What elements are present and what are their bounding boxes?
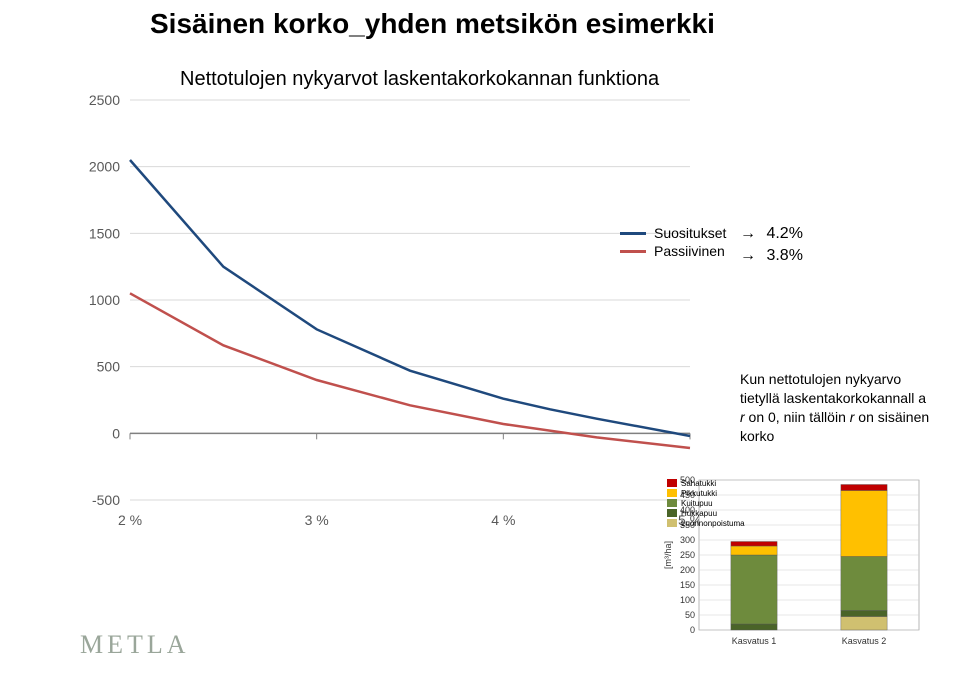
irr-value: → 3.8% — [740, 247, 803, 265]
chart-legend: Suositukset Passiivinen — [620, 225, 726, 261]
inset-legend-item: Pikkutukki — [667, 488, 745, 498]
svg-text:0: 0 — [112, 425, 120, 441]
legend-label: Passiivinen — [654, 243, 725, 259]
svg-text:1500: 1500 — [89, 225, 120, 241]
svg-text:2500: 2500 — [89, 92, 120, 108]
irr-value: → 4.2% — [740, 225, 803, 243]
explanation-note: Kun nettotulojen nykyarvo tietyllä laske… — [740, 370, 930, 446]
svg-text:[m³/ha]: [m³/ha] — [663, 541, 673, 569]
svg-text:500: 500 — [97, 359, 121, 375]
arrow-icon: → — [740, 247, 762, 265]
inset-legend-label: Sahatukki — [681, 479, 716, 488]
inset-legend-item: Kuitupuu — [667, 498, 745, 508]
legend-item: Passiivinen — [620, 243, 726, 259]
irr-values: → 4.2% → 3.8% — [740, 225, 803, 269]
inset-legend-label: Pikkutukki — [681, 489, 717, 498]
inset-legend-label: Luonnonpoistuma — [681, 519, 745, 528]
inset-legend-label: Hukkapuu — [681, 509, 717, 518]
inset-legend-swatch — [667, 499, 677, 507]
inset-legend: SahatukkiPikkutukkiKuitupuuHukkapuuLuonn… — [667, 478, 745, 528]
legend-swatch — [620, 250, 646, 253]
svg-text:100: 100 — [680, 595, 695, 605]
arrow-icon: → — [740, 225, 762, 243]
inset-legend-swatch — [667, 479, 677, 487]
line-chart: -500050010001500200025002 %3 %4 %5 % — [60, 60, 700, 550]
footer-logo: METLA — [80, 630, 190, 660]
svg-text:50: 50 — [685, 610, 695, 620]
svg-text:250: 250 — [680, 550, 695, 560]
svg-text:Kasvatus 1: Kasvatus 1 — [732, 636, 777, 646]
inset-legend-item: Sahatukki — [667, 478, 745, 488]
legend-label: Suositukset — [654, 225, 726, 241]
svg-text:300: 300 — [680, 535, 695, 545]
legend-item: Suositukset — [620, 225, 726, 241]
svg-text:4 %: 4 % — [491, 512, 515, 528]
svg-text:200: 200 — [680, 565, 695, 575]
inset-legend-swatch — [667, 519, 677, 527]
svg-text:-500: -500 — [92, 492, 120, 508]
legend-swatch — [620, 232, 646, 235]
inset-bar-chart: 050100150200250300350400450500[m³/ha]Kas… — [659, 472, 929, 652]
svg-text:2000: 2000 — [89, 159, 120, 175]
svg-text:1000: 1000 — [89, 292, 120, 308]
inset-legend-item: Hukkapuu — [667, 508, 745, 518]
inset-legend-label: Kuitupuu — [681, 499, 713, 508]
svg-text:0: 0 — [690, 625, 695, 635]
inset-legend-swatch — [667, 489, 677, 497]
inset-legend-swatch — [667, 509, 677, 517]
page-title: Sisäinen korko_yhden metsikön esimerkki — [150, 8, 715, 40]
inset-legend-item: Luonnonpoistuma — [667, 518, 745, 528]
svg-text:150: 150 — [680, 580, 695, 590]
svg-text:2 %: 2 % — [118, 512, 142, 528]
svg-text:3 %: 3 % — [305, 512, 329, 528]
svg-text:Kasvatus 2: Kasvatus 2 — [842, 636, 887, 646]
